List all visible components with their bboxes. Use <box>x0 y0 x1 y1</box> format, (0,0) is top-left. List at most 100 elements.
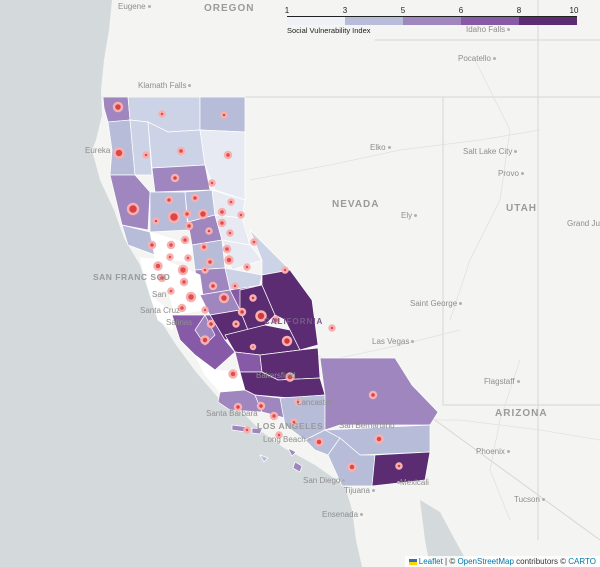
carto-link[interactable]: CARTO <box>568 557 596 566</box>
label-california: CALIFORNIA <box>264 317 324 326</box>
legend-tick: 3 <box>342 6 348 15</box>
marker <box>226 229 234 237</box>
marker <box>190 193 200 203</box>
county-santa-cruz <box>149 294 176 331</box>
marker <box>232 320 240 328</box>
marker <box>227 198 235 206</box>
label-arizona: ARIZONA <box>495 408 548 419</box>
label-mexicali: Mexicali <box>395 478 429 487</box>
marker <box>347 462 357 472</box>
marker <box>158 110 166 118</box>
island-channel-2 <box>251 427 263 435</box>
legend-tick: 6 <box>458 6 464 15</box>
marker <box>166 253 174 261</box>
pacific-ocean <box>0 0 362 567</box>
legend-axis-line <box>287 16 577 17</box>
marker <box>243 426 251 434</box>
marker <box>243 263 251 271</box>
label-klamath-falls: Klamath Falls <box>138 81 192 90</box>
legend-title: Social Vulnerability Index <box>287 26 371 35</box>
label-san-francisco: SAN FRANC SCO <box>93 272 171 282</box>
marker <box>368 390 378 400</box>
marker <box>201 306 209 314</box>
marker <box>206 319 216 329</box>
marker <box>184 254 192 262</box>
marker <box>256 401 266 411</box>
label-long-beach: Long Beach <box>263 435 311 444</box>
label-grand-junction: Grand Jun <box>567 219 600 228</box>
label-santa-cruz: Santa Cruz <box>140 306 181 315</box>
osm-link[interactable]: OpenStreetMap <box>457 557 514 566</box>
island-channel-3 <box>259 454 269 463</box>
marker <box>200 335 210 345</box>
label-las-vegas: Las Vegas <box>372 337 415 346</box>
marker <box>112 101 124 113</box>
marker <box>374 434 384 444</box>
marker <box>290 418 298 426</box>
gulf-of-california <box>420 500 470 567</box>
marker <box>281 266 289 274</box>
marker <box>269 411 279 421</box>
marker <box>152 217 160 225</box>
marker <box>166 240 176 250</box>
marker <box>201 266 209 274</box>
marker <box>395 462 403 470</box>
label-ensenada: Ensenada <box>322 510 364 519</box>
county-san-bernardino <box>319 357 439 431</box>
label-san-diego: San Diego <box>303 476 346 485</box>
legend-tick: 1 <box>284 6 290 15</box>
label-saint-george: Saint George <box>410 299 463 308</box>
marker <box>157 273 167 283</box>
label-eugene: Eugene <box>118 2 151 11</box>
label-ely: Ely <box>401 211 418 220</box>
county-alameda-santa-clara <box>164 259 206 316</box>
label-idaho-falls: Idaho Falls <box>466 25 511 34</box>
legend: 1 3 5 6 8 10 Social Vulnerability Index <box>284 6 579 37</box>
county-lassen <box>199 129 246 201</box>
marker <box>182 209 192 219</box>
marker <box>255 310 267 322</box>
marker <box>328 324 336 332</box>
island-clemente <box>287 447 297 457</box>
marker <box>237 307 247 317</box>
marker <box>197 208 209 220</box>
marker <box>167 287 175 295</box>
marker <box>249 343 257 351</box>
marker <box>233 402 243 412</box>
marker <box>180 235 190 245</box>
leaflet-link[interactable]: Leaflet <box>418 557 443 566</box>
legend-color-bar <box>287 17 577 25</box>
legend-swatch-5 <box>519 17 577 25</box>
marker <box>208 281 218 291</box>
legend-tick: 10 <box>569 6 579 15</box>
marker <box>224 255 234 265</box>
marker <box>271 315 281 325</box>
marker <box>228 369 238 379</box>
marker <box>153 261 163 271</box>
label-los-angeles: LOS ANGELES <box>257 421 324 431</box>
marker <box>113 147 125 159</box>
marker <box>184 221 194 231</box>
attribution-contrib: contributors © <box>513 557 569 566</box>
marker <box>237 211 245 219</box>
marker <box>176 146 186 156</box>
ukraine-flag-icon <box>408 558 417 565</box>
marker <box>185 291 197 303</box>
marker <box>249 294 257 302</box>
legend-swatch-4 <box>461 17 519 25</box>
marker <box>205 257 215 267</box>
marker <box>250 238 258 246</box>
label-elko: Elko <box>370 143 391 152</box>
label-salt-lake-city: Salt Lake City <box>463 147 518 156</box>
county-kings <box>234 351 263 373</box>
map-attribution: Leaflet | © OpenStreetMap contributors ©… <box>404 556 600 567</box>
county-mendocino <box>109 174 151 231</box>
attribution-sep: | © <box>442 557 458 566</box>
marker <box>281 335 293 347</box>
label-santa-barbara: Santa Barbara <box>206 409 258 418</box>
marker <box>167 210 181 224</box>
label-nevada: NEVADA <box>332 199 380 210</box>
marker <box>142 151 150 159</box>
marker <box>164 195 174 205</box>
